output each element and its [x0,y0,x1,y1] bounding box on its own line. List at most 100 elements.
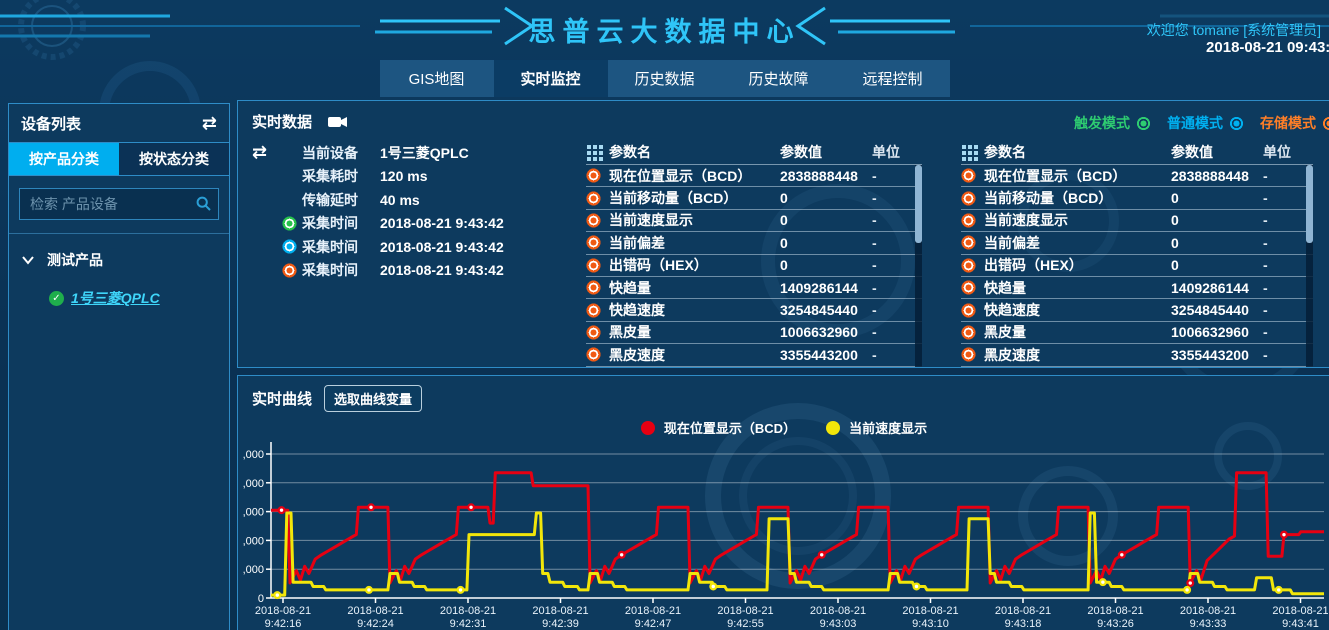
param-unit: - [872,279,877,296]
realtime-data-title: 实时数据 [252,114,313,131]
param-unit: - [872,212,877,229]
col-param-value: 参数值 [1171,143,1213,160]
info-label: 采集时间 [302,238,358,255]
table-row[interactable]: 当前移动量（BCD） 0 - [586,187,922,210]
param-name: 黑皮量 [609,324,651,341]
param-value: 3254845440 [780,302,858,319]
main-nav: GIS地图 实时监控 历史数据 历史故障 远程控制 [0,60,1329,97]
table-row[interactable]: 出错码（HEX） 0 - [961,255,1313,277]
sidebar-tab-1[interactable]: 按产品分类 [9,143,119,175]
param-value: 1006632960 [780,324,858,341]
tree-group-label: 测试产品 [47,252,103,268]
param-value: 1409286144 [1171,279,1249,296]
table-row[interactable]: 黑皮量 1006632960- [586,322,922,345]
table-row[interactable]: 当前移动量（BCD） 0 - [961,187,1313,210]
mode-2[interactable]: 普通模式 [1167,113,1244,133]
param-icon [586,257,601,273]
table-row[interactable]: 黑皮速度 3355443200- [961,344,1313,367]
swap-icon[interactable]: ⇄ [201,113,217,133]
param-value: 0 [1171,234,1179,251]
svg-text:9:43:18: 9:43:18 [1005,618,1042,629]
param-value: 2838888448 [1171,167,1249,184]
info-value: 2018-08-21 9:43:42 [380,238,504,255]
param-icon [586,168,601,184]
header-datetime: 2018-08-21 09:43:42 [1206,39,1329,56]
info-label: 当前设备 [302,144,358,161]
nav-tab-3[interactable]: 历史数据 [634,71,695,88]
param-unit: - [872,234,877,251]
capture-time-icon [282,215,297,231]
table-row[interactable]: 快趋速度 3254845440- [586,299,922,322]
mode-1[interactable]: 触发模式 [1074,113,1151,133]
legend-item: 现在位置显示（BCD） [640,418,796,437]
param-value: 0 [780,190,788,207]
search-input[interactable] [19,188,219,220]
param-unit: - [1263,302,1268,319]
table-row[interactable]: 当前偏差 0 - [961,232,1313,255]
radio-icon[interactable] [1322,115,1329,131]
nav-tab-5[interactable]: 远程控制 [862,71,923,88]
search-icon[interactable] [196,196,211,211]
legend-label: 当前速度显示 [849,421,928,436]
table-row[interactable]: 快趋速度 3254845440- [961,299,1313,322]
nav-tab-2[interactable]: 实时监控 [493,60,608,97]
tree-group-test-product[interactable]: 测试产品 [21,250,217,270]
welcome-text: 欢迎您 tomane [系统管理员] [1146,22,1321,38]
table-header: 参数名 参数值 单位 [586,139,922,165]
table-row[interactable]: 当前速度显示 0 - [586,210,922,233]
col-param-name: 参数名 [609,143,651,160]
scrollbar-thumb[interactable] [915,165,922,243]
online-check-icon: ✓ [49,290,64,306]
svg-text:9:42:16: 9:42:16 [265,618,302,629]
svg-text:,000: ,000 [243,449,264,461]
param-unit: - [1263,190,1268,207]
table-row[interactable]: 当前偏差 0 - [586,232,922,255]
grid-icon [587,145,591,149]
page-title: 思普云大数据中心 [528,17,801,47]
sidebar-tab-2[interactable]: 按状态分类 [119,143,229,175]
svg-text:9:43:33: 9:43:33 [1190,618,1227,629]
table-row[interactable]: 出错码（HEX） 0 - [586,255,922,277]
param-name: 快趋量 [609,279,651,296]
param-icon [586,190,601,206]
param-icon [961,190,976,206]
table-row[interactable]: 快趋量 1409286144- [961,277,1313,300]
device-item[interactable]: ✓ 1号三菱QPLC [49,288,217,308]
mode-label: 存储模式 [1260,115,1316,131]
col-unit: 单位 [872,143,900,160]
scrollbar-thumb[interactable] [1306,165,1313,243]
nav-tab-4[interactable]: 历史故障 [748,71,809,88]
table-row[interactable]: 现在位置显示（BCD） 2838888448- [586,165,922,188]
camera-icon[interactable] [328,115,348,129]
svg-text:2018-08-21: 2018-08-21 [717,605,773,617]
svg-text:9:43:03: 9:43:03 [820,618,857,629]
device-link[interactable]: 1号三菱QPLC [71,290,160,306]
table-header: 参数名 参数值 单位 [961,139,1313,165]
radio-icon[interactable] [1229,115,1244,131]
table-row[interactable]: 现在位置显示（BCD） 2838888448- [961,165,1313,188]
param-icon [961,347,976,363]
param-value: 1006632960 [1171,324,1249,341]
param-value: 0 [780,234,788,251]
param-name: 当前移动量（BCD） [984,190,1113,207]
mode-3[interactable]: 存储模式 [1260,113,1329,133]
radio-icon[interactable] [1136,115,1151,131]
info-row: 当前设备 1号三菱QPLC [250,141,590,165]
device-list-title: 设备列表 [21,115,82,133]
info-value: 2018-08-21 9:43:42 [380,215,504,232]
param-icon [586,347,601,363]
table-row[interactable]: 快趋量 1409286144- [586,277,922,300]
param-unit: - [872,302,877,319]
param-icon [961,324,976,340]
param-unit: - [1263,167,1268,184]
swap-device-icon[interactable]: ⇄ [252,142,268,162]
chevron-down-icon [22,256,34,265]
svg-text:2018-08-21: 2018-08-21 [440,605,496,617]
realtime-curve-chart: 0,000,000,000,000,0002018-08-219:42:1620… [243,403,1328,629]
param-value: 0 [1171,257,1179,274]
nav-tab-1[interactable]: GIS地图 [408,71,465,88]
table-row[interactable]: 当前速度显示 0 - [961,210,1313,233]
table-row[interactable]: 黑皮速度 3355443200- [586,344,922,367]
table-row[interactable]: 黑皮量 1006632960- [961,322,1313,345]
select-curve-variable-button[interactable]: 选取曲线变量 [324,385,423,412]
